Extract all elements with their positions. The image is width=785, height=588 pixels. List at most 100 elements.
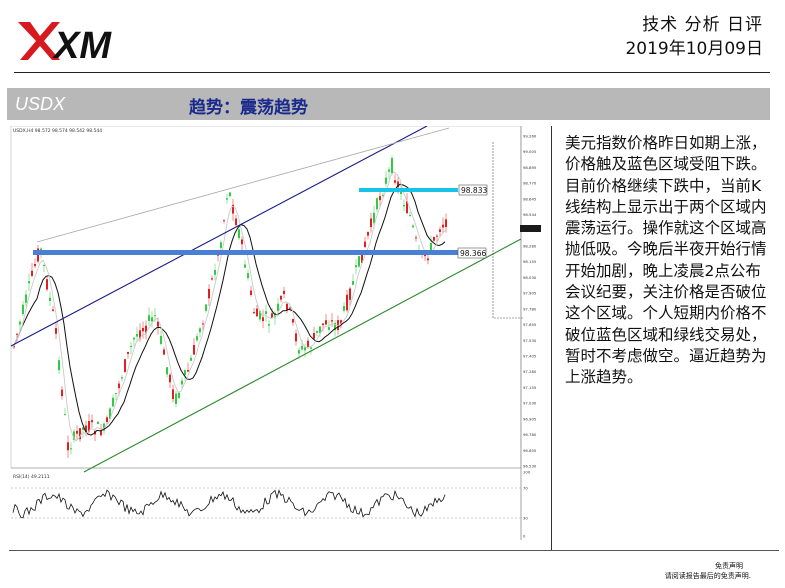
lower-channel-line xyxy=(83,238,522,473)
candle xyxy=(322,323,324,326)
candle xyxy=(235,218,237,226)
candle xyxy=(154,315,156,317)
candle xyxy=(406,201,408,214)
candle xyxy=(181,380,183,385)
candle xyxy=(415,237,417,239)
candle xyxy=(286,303,288,311)
candle xyxy=(271,313,273,318)
candle xyxy=(70,448,72,450)
candle xyxy=(268,324,270,326)
candle xyxy=(226,198,228,200)
candle xyxy=(277,303,279,311)
candle xyxy=(52,309,54,311)
price-tick-label: 98.030 xyxy=(523,275,537,280)
candle xyxy=(376,198,378,210)
price-tick-label: 98.645 xyxy=(523,196,537,201)
report-date: 2019年10月09日 xyxy=(625,39,763,59)
candle xyxy=(382,194,384,196)
candle xyxy=(340,320,342,325)
upper-channel-line xyxy=(10,126,428,347)
candle xyxy=(430,242,432,251)
candle xyxy=(292,319,294,323)
disclaimer-text: 请阅读报告最后的免责声明. xyxy=(664,572,751,580)
candle xyxy=(49,297,51,301)
candle xyxy=(364,241,366,248)
price-tick-label: 97.905 xyxy=(523,291,537,296)
candle xyxy=(115,392,117,394)
candle xyxy=(313,332,315,339)
candle xyxy=(358,256,360,267)
commentary-text: 美元指数价格昨日如期上涨，价格触及蓝色区域受阻下跌。目前价格继续下跌中，当前K线… xyxy=(565,134,767,387)
rsi-line xyxy=(12,489,446,519)
candle xyxy=(136,333,138,337)
rsi-tick-label: 30 xyxy=(523,516,528,521)
rsi-label: RSI(14) 49.2111 xyxy=(13,474,50,480)
moving-average-slow-line xyxy=(12,171,446,442)
candle xyxy=(82,427,84,430)
candle xyxy=(244,264,246,268)
xm-logo: XM xyxy=(18,22,112,66)
candle xyxy=(184,370,186,375)
candle xyxy=(46,279,48,290)
candle xyxy=(145,325,147,333)
candle xyxy=(169,374,171,383)
candle xyxy=(283,290,285,295)
candle xyxy=(280,295,282,300)
price-tick-label: 97.405 xyxy=(523,354,537,359)
support-label: 98.366 xyxy=(460,249,486,258)
price-tick-label: 97.030 xyxy=(523,401,537,406)
price-tick-label: 98.280 xyxy=(523,244,537,249)
candle xyxy=(370,218,372,228)
candle xyxy=(163,349,165,355)
candle xyxy=(112,397,114,407)
candle xyxy=(208,288,210,299)
resistance-zone xyxy=(359,188,458,192)
candle xyxy=(247,273,249,279)
rsi-axis: 100 70 30 0 xyxy=(523,470,531,539)
candle xyxy=(385,177,387,184)
candle xyxy=(265,311,267,314)
price-chart: USDX,H4 98.572 98.574 98.542 98.544 98.8… xyxy=(9,126,541,540)
candle xyxy=(139,330,141,339)
candle xyxy=(142,327,144,332)
candle xyxy=(88,421,90,432)
price-tick-label: 99.260 xyxy=(523,134,537,139)
candle xyxy=(109,408,111,419)
bracket-line xyxy=(492,142,523,319)
candle xyxy=(97,421,99,424)
candle xyxy=(199,328,201,333)
price-tick-label: 97.780 xyxy=(523,306,537,311)
disclaimer-title: 免责声明 xyxy=(715,562,743,570)
price-tick-label: 98.544 xyxy=(523,212,537,217)
candle xyxy=(22,304,24,315)
candle xyxy=(250,290,252,296)
candles-group xyxy=(13,155,447,459)
candle xyxy=(190,357,192,361)
candle xyxy=(316,330,318,333)
candle xyxy=(259,311,261,320)
candle xyxy=(439,229,441,232)
candle xyxy=(31,270,33,276)
rsi-tick-label: 0 xyxy=(523,534,526,539)
candle xyxy=(118,383,120,389)
candle xyxy=(106,417,108,423)
logo-text: XM xyxy=(52,25,112,66)
candle xyxy=(256,308,258,317)
price-tick-label: 97.530 xyxy=(523,338,537,343)
candle xyxy=(442,224,444,228)
candle xyxy=(403,204,405,207)
report-type: 技术 分析 日评 xyxy=(642,15,763,35)
candle xyxy=(175,393,177,404)
footer-divider xyxy=(9,550,779,551)
candle xyxy=(391,158,393,174)
trend-label: 趋势：震荡趋势 xyxy=(189,98,308,118)
title-bar: USDX 趋势：震荡趋势 xyxy=(7,88,770,120)
price-tick-label: 97.655 xyxy=(523,322,537,327)
candle xyxy=(346,294,348,311)
candle xyxy=(130,346,132,348)
candle xyxy=(220,242,222,248)
candle xyxy=(28,281,30,284)
candle xyxy=(34,263,36,267)
candle xyxy=(214,269,216,275)
candle xyxy=(64,414,66,416)
